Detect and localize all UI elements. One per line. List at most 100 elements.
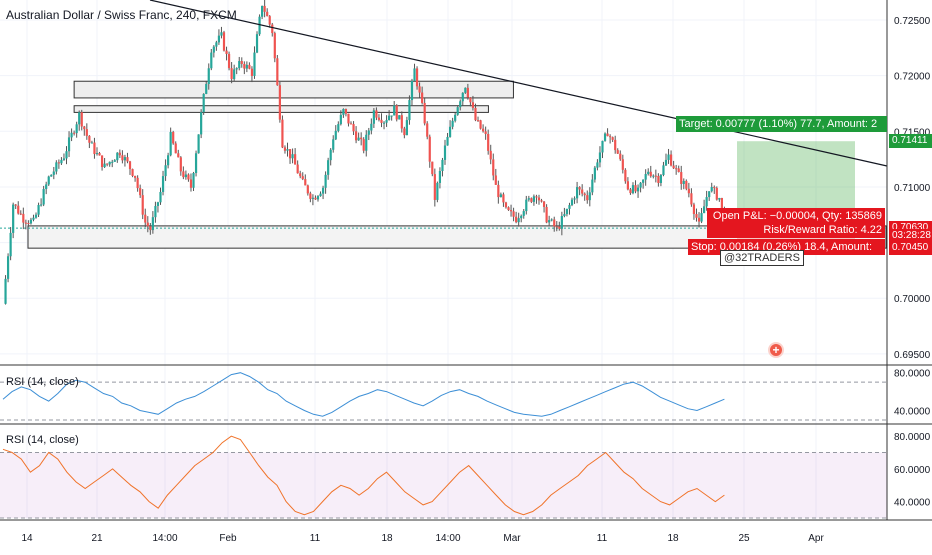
candle-body	[95, 153, 99, 155]
rsi-layer	[0, 372, 887, 519]
candle-body	[294, 154, 297, 165]
candle-body	[482, 128, 485, 132]
candle-body	[629, 189, 632, 194]
candle-body	[636, 187, 640, 192]
candle-body	[347, 113, 350, 124]
open-pnl-label[interactable]: Open P&L: −0.00004, Qty: 135869	[707, 208, 885, 224]
candle-body	[499, 194, 502, 198]
candle-body	[194, 153, 198, 174]
candle-body	[644, 174, 647, 180]
candle-body	[530, 198, 533, 202]
candle-body	[248, 64, 251, 69]
candle-body	[631, 185, 635, 194]
candle-body	[88, 135, 91, 143]
rsi-1-tick-label: 40.0000	[894, 407, 931, 418]
rsi-pane-2-label: RSI (14, close)	[6, 434, 79, 446]
candle-body	[436, 182, 439, 200]
candle-body	[118, 152, 121, 156]
add-alert-icon[interactable]: +	[768, 342, 784, 358]
candle-body	[306, 185, 309, 194]
candle-body	[291, 154, 294, 159]
candle-body	[443, 145, 447, 160]
time-tick-label: 21	[91, 533, 103, 544]
candle-body	[337, 124, 340, 131]
candle-body	[34, 214, 38, 218]
candle-body	[296, 164, 299, 174]
candle-body	[217, 35, 221, 43]
candle-body	[42, 189, 45, 205]
candle-body	[667, 154, 670, 160]
price-tag: 0.71411	[889, 134, 932, 149]
candle-body	[207, 68, 210, 85]
candle-body	[367, 130, 370, 135]
candle-body	[489, 150, 492, 160]
candle-body	[233, 69, 236, 80]
candle-body	[357, 137, 360, 141]
rsi-2-tick-label: 60.0000	[894, 465, 931, 476]
candle-body	[649, 171, 652, 177]
candle-body	[550, 219, 553, 221]
candle-body	[626, 181, 629, 190]
candle-body	[652, 175, 655, 177]
candle-body	[329, 149, 332, 161]
candle-body	[548, 220, 551, 223]
rsi-2-tick-label: 80.0000	[894, 432, 931, 443]
candle-body	[22, 213, 25, 223]
candle-body	[67, 137, 71, 152]
candle-body	[98, 153, 101, 156]
candle-body	[75, 124, 78, 134]
candle-body	[654, 175, 657, 177]
candle-body	[263, 5, 266, 12]
candle-body	[116, 152, 119, 161]
candle-body	[100, 155, 104, 168]
candle-body	[619, 153, 622, 160]
candle-body	[179, 157, 182, 172]
candle-body	[205, 84, 208, 94]
time-tick-label: 11	[310, 533, 321, 544]
candle-body	[479, 120, 482, 129]
candle-body	[669, 154, 673, 166]
candle-body	[370, 123, 373, 131]
candle-body	[253, 52, 256, 76]
candle-body	[174, 143, 177, 154]
candle-body	[360, 137, 363, 140]
candle-body	[85, 129, 88, 136]
time-tick-label: 14	[21, 533, 33, 544]
candle-body	[283, 147, 287, 151]
candle-body	[647, 171, 650, 175]
resistance-zone	[73, 105, 489, 113]
candle-body	[385, 120, 388, 123]
candle-body	[639, 182, 642, 188]
candle-body	[664, 159, 668, 166]
target-label[interactable]: Target: 0.00777 (1.10%) 77.7, Amount: 2	[676, 116, 887, 132]
candle-body	[540, 200, 543, 202]
candle-body	[250, 68, 254, 76]
time-tick-label: Mar	[503, 533, 521, 544]
candle-body	[718, 197, 721, 200]
candle-body	[598, 152, 602, 163]
candle-body	[682, 180, 685, 184]
candle-body	[456, 107, 459, 115]
candle-body	[210, 52, 213, 69]
risk-reward-label[interactable]: Risk/Reward Ratio: 4.22	[707, 222, 885, 238]
candle-body	[690, 193, 693, 205]
candle-body	[596, 162, 599, 168]
candle-body	[662, 165, 665, 175]
candle-body	[111, 161, 114, 163]
candle-body	[527, 198, 530, 200]
candle-body	[603, 133, 607, 141]
candle-body	[324, 174, 327, 188]
candle-body	[459, 101, 462, 108]
candle-body	[65, 151, 68, 159]
candle-body	[634, 185, 637, 192]
candle-body	[487, 133, 490, 151]
candle-body	[697, 217, 701, 222]
candle-body	[563, 214, 566, 217]
candle-body	[380, 119, 383, 123]
candle-body	[266, 11, 269, 17]
candle-body	[403, 128, 406, 136]
candle-body	[90, 142, 94, 144]
resistance-zone	[73, 80, 514, 99]
